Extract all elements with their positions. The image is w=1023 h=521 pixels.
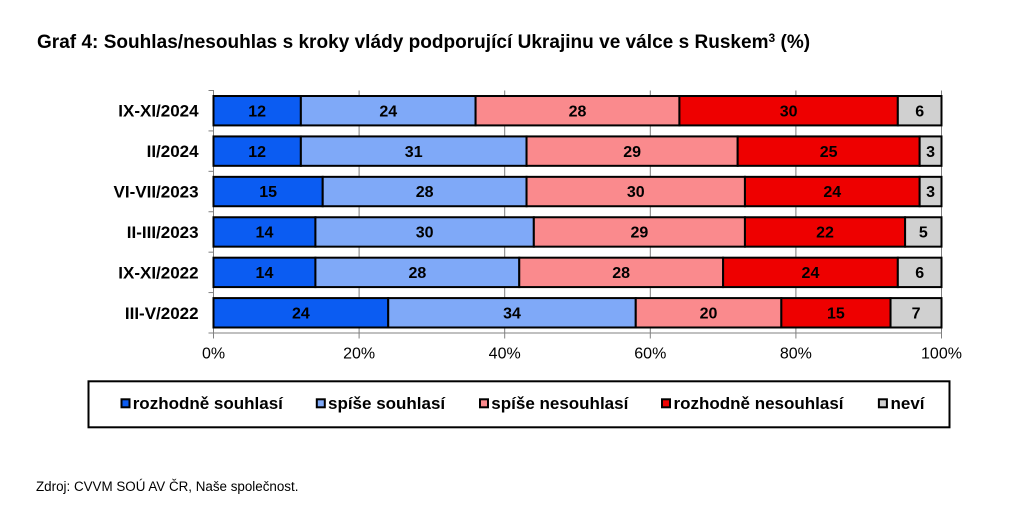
- svg-text:30: 30: [416, 225, 434, 242]
- svg-text:12: 12: [248, 144, 266, 161]
- svg-text:15: 15: [259, 184, 277, 201]
- svg-text:29: 29: [623, 144, 641, 161]
- svg-text:28: 28: [408, 265, 426, 282]
- svg-text:28: 28: [569, 103, 587, 120]
- svg-text:22: 22: [816, 225, 834, 242]
- svg-text:80%: 80%: [780, 346, 812, 363]
- svg-text:20: 20: [700, 305, 718, 322]
- svg-text:14: 14: [256, 225, 274, 242]
- svg-text:24: 24: [802, 265, 820, 282]
- svg-text:neví: neví: [891, 394, 926, 413]
- svg-text:24: 24: [292, 305, 310, 322]
- svg-text:rozhodně nesouhlasí: rozhodně nesouhlasí: [674, 394, 845, 413]
- svg-text:6: 6: [915, 103, 924, 120]
- svg-text:14: 14: [256, 265, 274, 282]
- svg-text:31: 31: [405, 144, 423, 161]
- svg-text:30: 30: [627, 184, 645, 201]
- svg-text:34: 34: [503, 305, 521, 322]
- svg-text:spíše souhlasí: spíše souhlasí: [328, 394, 446, 413]
- svg-text:30: 30: [780, 103, 798, 120]
- svg-text:II-III/2023: II-III/2023: [127, 223, 199, 242]
- svg-text:28: 28: [416, 184, 434, 201]
- svg-text:24: 24: [379, 103, 397, 120]
- svg-text:7: 7: [912, 305, 921, 322]
- svg-text:spíše nesouhlasí: spíše nesouhlasí: [491, 394, 629, 413]
- svg-text:3: 3: [926, 144, 935, 161]
- svg-text:20%: 20%: [343, 346, 375, 363]
- svg-text:12: 12: [248, 103, 266, 120]
- svg-text:II/2024: II/2024: [147, 142, 200, 161]
- svg-text:100%: 100%: [921, 346, 962, 363]
- svg-text:40%: 40%: [489, 346, 521, 363]
- svg-text:5: 5: [919, 225, 928, 242]
- svg-text:0%: 0%: [202, 346, 225, 363]
- svg-text:rozhodně souhlasí: rozhodně souhlasí: [133, 394, 284, 413]
- svg-text:VI-VII/2023: VI-VII/2023: [114, 183, 199, 202]
- svg-text:15: 15: [827, 305, 845, 322]
- svg-text:IX-XI/2024: IX-XI/2024: [118, 102, 199, 121]
- svg-text:6: 6: [915, 265, 924, 282]
- svg-text:60%: 60%: [634, 346, 666, 363]
- svg-text:3: 3: [926, 184, 935, 201]
- svg-text:III-V/2022: III-V/2022: [125, 304, 199, 323]
- svg-text:IX-XI/2022: IX-XI/2022: [118, 263, 198, 282]
- svg-text:25: 25: [820, 144, 838, 161]
- svg-text:28: 28: [612, 265, 630, 282]
- svg-text:29: 29: [630, 225, 648, 242]
- svg-text:24: 24: [823, 184, 841, 201]
